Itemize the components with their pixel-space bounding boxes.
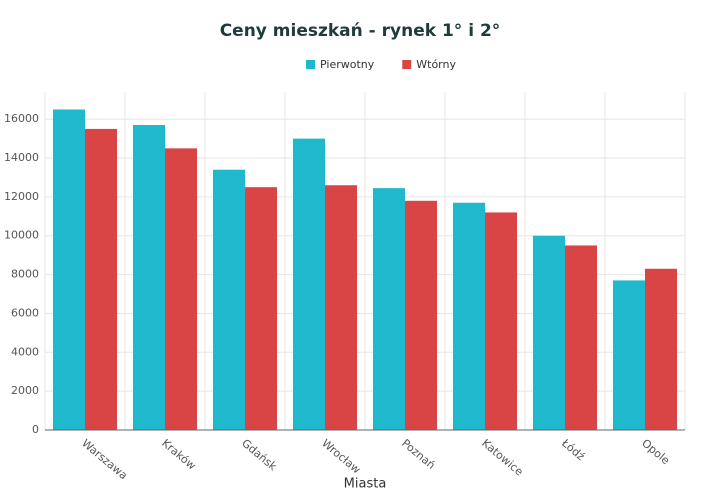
- y-tick-label: 12000: [4, 190, 39, 203]
- y-tick-label: 16000: [4, 112, 39, 125]
- bar: [453, 202, 485, 430]
- x-tick-label: Gdańsk: [239, 437, 279, 474]
- x-tick-label: Poznań: [399, 437, 438, 472]
- x-tick-label: Warszawa: [79, 437, 130, 483]
- bar: [645, 268, 677, 430]
- bar: [485, 212, 517, 430]
- bar: [133, 125, 165, 431]
- bar: [165, 148, 197, 431]
- legend-swatch: [306, 60, 315, 69]
- y-tick-label: 8000: [11, 268, 39, 281]
- legend-swatch: [402, 60, 412, 69]
- x-tick-label: Katowice: [479, 437, 526, 479]
- x-tick-label: Opole: [639, 437, 672, 468]
- bar: [405, 200, 437, 430]
- x-tick-label: Łódź: [558, 436, 587, 463]
- bar: [325, 185, 357, 430]
- bar: [245, 187, 277, 430]
- legend-label: Wtórny: [416, 58, 456, 71]
- bar: [373, 188, 405, 430]
- bar: [565, 245, 597, 430]
- y-tick-label: 6000: [11, 306, 39, 319]
- x-tick-label: Wrocław: [319, 437, 363, 477]
- y-tick-label: 2000: [11, 384, 39, 397]
- legend-label: Pierwotny: [320, 58, 375, 71]
- bar: [213, 169, 245, 430]
- y-tick-label: 0: [32, 423, 39, 436]
- chart-title: Ceny mieszkań - rynek 1° i 2°: [220, 21, 501, 41]
- bar: [85, 128, 117, 430]
- bar: [533, 235, 565, 430]
- bar: [613, 280, 645, 430]
- y-tick-label: 10000: [4, 229, 39, 242]
- x-tick-label: Kraków: [159, 437, 198, 473]
- bar: [293, 138, 325, 430]
- y-tick-label: 4000: [11, 345, 39, 358]
- bar: [53, 109, 85, 430]
- y-tick-label: 14000: [4, 151, 39, 164]
- x-axis-title: Miasta: [344, 477, 387, 492]
